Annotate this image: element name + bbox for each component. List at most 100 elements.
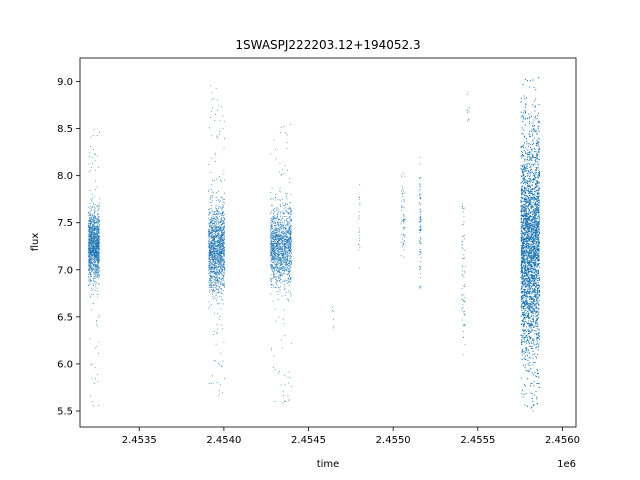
data-point [270,267,272,269]
data-point [286,239,288,240]
data-point [403,229,405,231]
data-point [97,226,99,227]
data-point [213,264,215,266]
data-point [93,239,95,241]
data-point [270,234,272,236]
data-point [97,316,99,318]
data-point [270,266,272,267]
data-point [95,232,97,234]
data-point [91,218,93,220]
data-point [287,231,289,232]
data-point [290,212,292,214]
data-point [283,213,285,215]
data-point [96,236,98,238]
data-point [274,231,276,233]
data-point [98,236,100,238]
data-point [93,217,94,219]
data-point [289,242,291,243]
data-point [208,264,210,266]
data-point [208,258,210,259]
data-point [463,300,465,302]
data-point [93,271,95,273]
data-point [209,239,210,240]
data-point [91,199,93,201]
data-point [283,269,285,271]
data-point [217,245,219,247]
data-point [216,236,218,238]
data-point [279,222,281,223]
data-point [276,207,278,209]
data-point [213,285,215,287]
data-point [223,237,225,239]
data-point [270,253,272,255]
data-point [275,228,277,230]
data-point [88,248,89,250]
data-point [212,246,214,248]
data-point [95,252,97,253]
data-point [223,179,225,181]
data-point [277,248,278,250]
data-point [289,250,291,252]
data-point [94,265,96,267]
data-point [277,234,278,236]
data-point [221,271,223,273]
data-point [91,238,93,239]
data-point [95,252,97,254]
data-point [221,234,223,235]
data-point [97,254,99,256]
data-point [402,243,404,244]
data-point [97,235,99,237]
data-point [286,228,288,230]
data-point [218,277,220,279]
data-point [216,109,218,111]
data-point [273,243,275,245]
data-point [285,224,287,226]
data-point [217,230,219,232]
data-point [217,258,218,260]
data-point [89,247,91,249]
data-point [219,259,221,261]
data-point [275,320,277,322]
data-point [275,158,277,160]
data-point [224,202,225,204]
data-point [214,271,216,273]
data-point [273,239,275,241]
data-point [215,210,217,212]
data-point [463,250,465,251]
data-point [223,235,225,237]
data-point [216,230,218,231]
data-point [270,274,272,276]
data-point [209,250,211,252]
data-point [219,241,220,243]
data-point [462,270,464,272]
data-point [285,206,287,208]
data-point [215,295,217,296]
data-point [92,242,94,244]
data-point [214,233,216,235]
data-point [220,249,222,250]
data-point [275,217,277,219]
data-point [92,282,94,284]
data-point [90,198,92,200]
data-point [217,214,219,216]
data-point [93,250,95,252]
data-point [271,242,273,244]
data-point [285,291,287,293]
data-point [401,221,402,222]
data-point [275,196,276,198]
data-point [272,235,274,236]
data-point [97,259,99,261]
data-point [462,306,464,308]
data-point [215,247,217,249]
data-point [211,251,213,253]
data-point [221,259,223,260]
data-point [222,244,224,246]
data-point [91,260,93,262]
data-point [290,241,292,243]
data-point [401,176,403,178]
data-point [97,262,99,263]
data-point [210,247,212,249]
data-point [95,253,97,255]
data-point [279,271,281,273]
data-point [270,261,271,263]
